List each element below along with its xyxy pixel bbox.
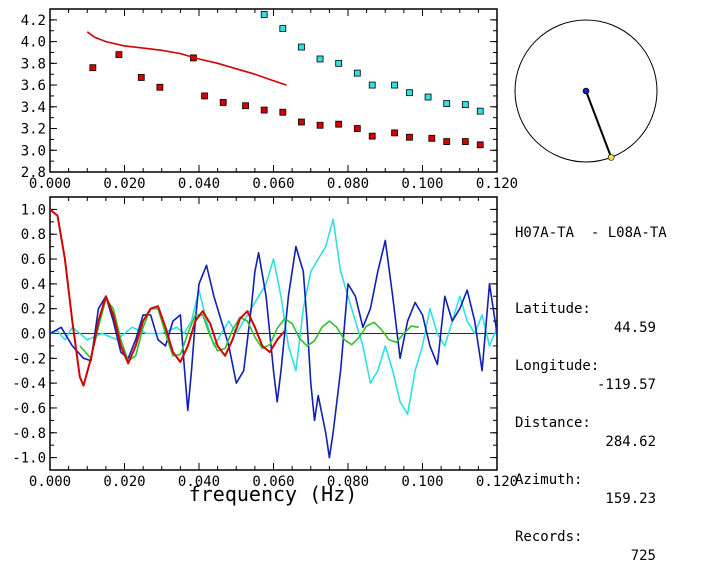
red-series-line xyxy=(50,208,286,387)
red-data-point xyxy=(201,92,208,100)
station-info-panel: H07A-TA - L08A-TA Latitude: 44.59 Longit… xyxy=(515,186,700,564)
station-pair-title: H07A-TA - L08A-TA xyxy=(515,225,667,241)
info-label: Azimuth: xyxy=(515,472,583,488)
cyan-data-point xyxy=(298,43,305,51)
red-data-point xyxy=(260,106,268,114)
plot-frame xyxy=(49,8,498,173)
info-label: Latitude: xyxy=(515,301,591,317)
red-data-point xyxy=(428,134,436,142)
x-tick-label: 0.020 xyxy=(103,474,145,490)
info-value: 284.62 xyxy=(605,434,656,450)
origin-station-marker xyxy=(582,87,590,95)
dispersion-plot: 0.000 0.020 0.040 0.060 0.080 0.100 0.120 2.8 3.… xyxy=(21,8,518,192)
blue-series-line xyxy=(50,239,497,459)
red-data-point xyxy=(391,129,398,137)
cyan-data-point xyxy=(424,93,432,101)
y-tick-label: 0.4 xyxy=(21,277,46,293)
red-data-point xyxy=(443,138,451,145)
red-data-point xyxy=(476,141,484,149)
info-value: 159.23 xyxy=(605,491,656,507)
red-data-point xyxy=(219,99,227,106)
correlation-plot: 0.000 0.020 0.040 0.060 0.080 0.100 0.120 1.0 0.… xyxy=(12,196,518,490)
cyan-series-line xyxy=(50,218,497,416)
red-data-point xyxy=(242,102,249,110)
cyan-data-point xyxy=(461,101,469,109)
red-data-point xyxy=(89,64,97,72)
red-data-point xyxy=(156,83,164,91)
info-value: 725 xyxy=(630,548,656,564)
cyan-data-point xyxy=(353,69,361,77)
cyan-data-point xyxy=(335,59,343,67)
y-tick-label: -0.4 xyxy=(12,376,46,392)
info-row-distance: Distance: 284.62 xyxy=(515,395,700,450)
red-data-point xyxy=(316,121,324,129)
y-tick-label: 2.8 xyxy=(21,165,46,181)
red-data-point xyxy=(279,108,287,116)
red-data-point xyxy=(353,125,361,132)
info-value: -119.57 xyxy=(596,377,656,393)
y-tick-label: 4.0 xyxy=(21,35,46,51)
y-tick-label: 3.0 xyxy=(21,143,46,159)
y-tick-label: 4.2 xyxy=(21,13,46,29)
x-tick-label: 0.100 xyxy=(401,176,443,192)
y-tick-label: 3.4 xyxy=(21,100,46,116)
x-tick-label: 0.100 xyxy=(401,474,443,490)
y-tick-label: 0.8 xyxy=(21,227,46,243)
cyan-data-point xyxy=(443,100,451,107)
x-tick-label: 0.080 xyxy=(327,176,369,192)
y-tick-label: -0.8 xyxy=(12,426,46,442)
info-label: Distance: xyxy=(515,415,591,431)
x-tick-label: 0.060 xyxy=(252,474,294,490)
y-tick-label: 3.2 xyxy=(21,122,46,138)
red-data-point xyxy=(115,51,123,59)
y-tick-label: -0.6 xyxy=(12,401,46,417)
y-tick-label: 0.6 xyxy=(21,252,46,268)
x-tick-label: 0.080 xyxy=(327,474,369,490)
x-tick-label: 0.120 xyxy=(476,474,518,490)
cyan-data-point xyxy=(316,55,324,63)
figure-canvas: 0.000 0.020 0.040 0.060 0.080 0.100 0.120 2.8 3.… xyxy=(12,8,658,506)
x-tick-label: 0.000 xyxy=(29,176,71,192)
cyan-data-point xyxy=(368,81,376,89)
red-data-point xyxy=(298,118,305,126)
y-tick-label: 1.0 xyxy=(21,202,46,218)
azimuth-compass xyxy=(514,19,658,163)
info-label: Longitude: xyxy=(515,358,600,374)
cyan-data-point xyxy=(476,107,484,115)
y-tick-label: -0.2 xyxy=(12,351,46,367)
group-velocity-curve xyxy=(86,31,287,86)
cyan-data-point xyxy=(260,11,268,18)
info-row-azimuth: Azimuth: 159.23 xyxy=(515,452,700,507)
azimuth-line xyxy=(585,90,613,158)
info-row-longitude: Longitude: -119.57 xyxy=(515,338,700,393)
x-tick-label: 0.120 xyxy=(476,176,518,192)
info-label: Records: xyxy=(515,529,583,545)
red-data-point xyxy=(137,74,145,81)
x-tick-label: 0.040 xyxy=(178,474,220,490)
cyan-data-point xyxy=(279,25,287,32)
x-tick-label: 0.060 xyxy=(252,176,294,192)
y-tick-label: 3.6 xyxy=(21,78,46,94)
target-station-marker xyxy=(607,154,615,161)
cyan-data-point xyxy=(391,81,398,89)
red-data-point xyxy=(335,120,343,128)
red-data-point xyxy=(406,133,413,141)
info-value: 44.59 xyxy=(613,320,656,336)
y-tick-label: 0.2 xyxy=(21,302,46,318)
red-data-point xyxy=(368,132,376,140)
x-tick-label: 0.040 xyxy=(178,176,220,192)
info-row-latitude: Latitude: 44.59 xyxy=(515,281,700,336)
green-series-line xyxy=(79,297,419,362)
compass-circle xyxy=(514,19,658,163)
red-data-point xyxy=(461,138,469,145)
y-tick-label: -1.0 xyxy=(12,451,46,467)
x-tick-label: 0.020 xyxy=(103,176,145,192)
x-tick-label: 0.000 xyxy=(29,474,71,490)
y-tick-label: 3.8 xyxy=(21,56,46,72)
y-tick-label: 0.0 xyxy=(21,327,46,343)
cyan-data-point xyxy=(406,89,413,97)
x-axis-label: frequency (Hz) xyxy=(189,482,358,506)
